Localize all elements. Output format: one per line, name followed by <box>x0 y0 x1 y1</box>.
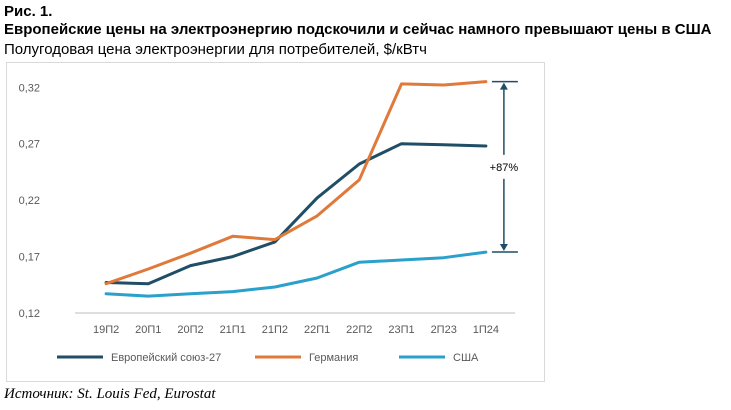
y-tick-label: 0,22 <box>19 195 40 207</box>
legend-label-2: США <box>453 352 479 364</box>
y-tick-label: 0,32 <box>19 82 40 94</box>
series-lines <box>104 80 488 298</box>
annotation-label: +87% <box>490 162 519 174</box>
y-axis-ticks: 0,12 0,17 0,22 0,27 0,32 <box>19 82 40 320</box>
x-tick-label: 21П1 <box>220 324 246 336</box>
annotation-arrowhead-down <box>499 244 508 252</box>
y-tick-label: 0,27 <box>19 139 40 151</box>
x-tick-label: 1П24 <box>473 324 499 336</box>
legend-label-0: Европейский союз-27 <box>111 352 221 364</box>
chart-frame: 0,12 0,17 0,22 0,27 0,32 19П2 20П1 20П2 21П1 21П… <box>6 62 545 382</box>
x-tick-label: 19П2 <box>93 324 119 336</box>
figure-title: Европейские цены на электроэнергию подск… <box>4 21 712 38</box>
y-tick-label: 0,17 <box>19 252 40 264</box>
legend: Европейский союз-27 Германия США <box>57 352 479 364</box>
x-tick-label: 20П2 <box>177 324 203 336</box>
line-chart: 0,12 0,17 0,22 0,27 0,32 19П2 20П1 20П2 21П1 21П… <box>19 80 519 364</box>
y-tick-label: 0,12 <box>19 308 40 320</box>
figure-label: Рис. 1. <box>4 3 53 20</box>
x-tick-label: 23П1 <box>388 324 414 336</box>
annotation-arrowhead-up <box>499 82 508 90</box>
series-line-2 <box>104 250 488 298</box>
series-line-1 <box>104 80 488 286</box>
source-note: Источник: St. Louis Fed, Eurostat <box>4 386 216 402</box>
x-tick-label: 22П2 <box>346 324 372 336</box>
x-tick-label: 20П1 <box>135 324 161 336</box>
x-tick-label: 2П23 <box>431 324 457 336</box>
x-axis-ticks: 19П2 20П1 20П2 21П1 21П2 22П1 22П2 23П1 2П23 1П24 <box>93 324 499 336</box>
x-tick-label: 21П2 <box>262 324 288 336</box>
difference-annotation: +87% <box>490 80 519 253</box>
figure-subtitle: Полугодовая цена электроэнергии для потр… <box>4 41 427 58</box>
x-tick-label: 22П1 <box>304 324 330 336</box>
legend-label-1: Германия <box>309 352 358 364</box>
series-line-0 <box>104 142 488 286</box>
